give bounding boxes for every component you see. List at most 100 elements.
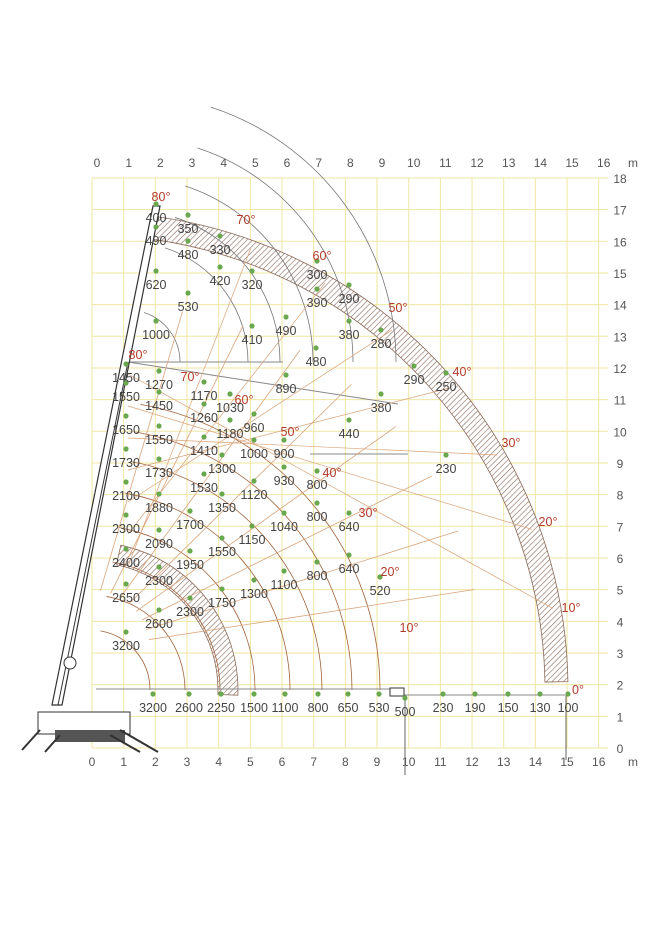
load-value-lower: 2300 — [112, 522, 140, 536]
load-value-lower: 1030 — [216, 401, 244, 415]
x-tick-bottom: 8 — [342, 755, 349, 769]
load-point — [153, 318, 159, 324]
load-arc-upper — [185, 185, 314, 363]
angle-label-lower: 50° — [281, 425, 300, 439]
angle-label-upper: 50° — [389, 301, 408, 315]
load-point — [227, 391, 233, 397]
load-arc-lower — [135, 431, 353, 691]
boom — [51, 205, 161, 706]
load-value-lower: 1350 — [208, 501, 236, 515]
load-value-lower: 1650 — [112, 423, 140, 437]
load-arc-upper — [164, 247, 249, 363]
y-tick: 4 — [617, 615, 624, 629]
angle-label-lower: 70° — [181, 370, 200, 384]
load-point — [378, 327, 384, 333]
x-tick-bottom: 15 — [560, 755, 574, 769]
load-point — [201, 434, 207, 440]
load-value-lower: 1270 — [145, 378, 173, 392]
load-value-upper: 350 — [178, 222, 199, 236]
load-point — [251, 437, 257, 443]
angle-label-lower: 80° — [129, 348, 148, 362]
load-value-ground: 1100 — [272, 701, 299, 715]
unit-label-bottom: m — [628, 755, 638, 769]
load-arc-lower — [130, 461, 323, 691]
x-tick-top: 13 — [502, 156, 516, 170]
load-point — [123, 380, 129, 386]
boom-inner — [57, 361, 129, 706]
load-value-upper: 300 — [307, 268, 328, 282]
load-point — [314, 286, 320, 292]
load-value-upper: 390 — [307, 296, 328, 310]
load-value-lower: 800 — [307, 510, 328, 524]
load-point — [123, 413, 129, 419]
angle-label-upper: 20° — [539, 515, 558, 529]
load-value-upper: 490 — [146, 234, 167, 248]
load-point — [314, 559, 320, 565]
outer-limit-band — [152, 216, 569, 683]
load-value-upper: 230 — [436, 462, 457, 476]
load-value-lower: 960 — [244, 421, 265, 435]
x-tick-bottom: 1 — [120, 755, 127, 769]
angle-ray-lower — [135, 426, 397, 612]
y-tick: 18 — [613, 172, 627, 186]
load-value-lower: 1950 — [176, 558, 204, 572]
angle-ray-upper — [127, 329, 393, 503]
load-value-upper: 1000 — [142, 328, 170, 342]
y-tick: 14 — [613, 299, 627, 313]
load-value-lower: 1300 — [208, 462, 236, 476]
load-value-lower: 640 — [339, 562, 360, 576]
x-tick-top: 3 — [189, 156, 196, 170]
load-point — [185, 290, 191, 296]
outrigger — [21, 729, 41, 751]
angle-label-lower: 10° — [400, 621, 419, 635]
y-tick: 13 — [613, 330, 627, 344]
load-value-lower: 800 — [307, 569, 328, 583]
load-value-upper: 530 — [178, 300, 199, 314]
load-arc-lower — [100, 630, 151, 691]
load-point — [251, 691, 257, 697]
inner-limit-band — [116, 544, 239, 696]
angle-label-lower: 30° — [359, 506, 378, 520]
x-tick-top: 2 — [157, 156, 164, 170]
load-value-upper: 380 — [339, 328, 360, 342]
x-tick-bottom: 5 — [247, 755, 254, 769]
load-point — [123, 479, 129, 485]
x-tick-top: 6 — [284, 156, 291, 170]
load-point — [313, 345, 319, 351]
load-point — [249, 323, 255, 329]
load-point — [281, 464, 287, 470]
load-point — [156, 368, 162, 374]
crane-drawing — [21, 205, 405, 753]
axis-ticks: 0011223344556677889910101111121213131414… — [89, 156, 638, 769]
load-value-lower: 3200 — [112, 639, 140, 653]
load-point — [472, 691, 478, 697]
load-point — [283, 314, 289, 320]
load-point — [156, 491, 162, 497]
load-point — [156, 564, 162, 570]
x-tick-top: 14 — [534, 156, 548, 170]
angle-ray-upper — [127, 387, 451, 471]
load-value-lower: 900 — [274, 447, 295, 461]
load-arcs — [96, 106, 569, 775]
boom-pivot — [63, 656, 77, 670]
load-points — [123, 201, 571, 701]
x-tick-bottom: 4 — [215, 755, 222, 769]
x-tick-bottom: 12 — [465, 755, 479, 769]
load-point — [314, 258, 320, 264]
load-value-lower: 1170 — [191, 389, 218, 403]
load-point — [411, 363, 417, 369]
x-tick-bottom: 10 — [402, 755, 416, 769]
load-value-lower: 1550 — [145, 433, 173, 447]
load-point — [443, 452, 449, 458]
load-point — [187, 548, 193, 554]
load-value-ground: 190 — [465, 701, 486, 715]
load-value-lower: 1410 — [190, 444, 218, 458]
angle-label-upper: 30° — [502, 436, 521, 450]
load-labels: 80° 70° 60° 50° 40° 30° 20° 10° 0° 80° 70° 60° 50° 40… — [112, 190, 584, 719]
load-value-lower: 2600 — [145, 617, 173, 631]
angle-ray-lower — [128, 383, 352, 605]
x-tick-top: 12 — [470, 156, 484, 170]
load-value-upper: 480 — [178, 248, 199, 262]
load-value-lower: 1000 — [240, 447, 268, 461]
